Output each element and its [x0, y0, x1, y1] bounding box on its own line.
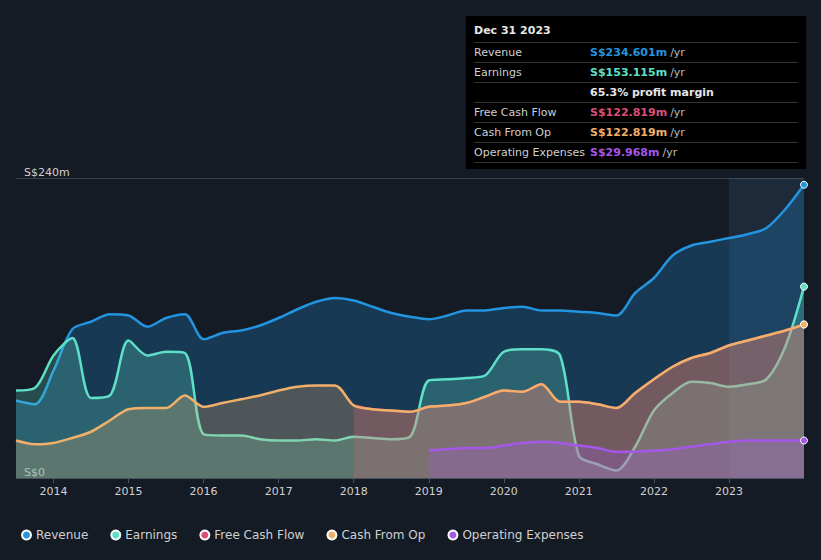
html-text:Operating Expenses: Operating Expenses	[474, 146, 585, 159]
svg-text:2014: 2014	[40, 485, 68, 498]
svg-text:Earnings: Earnings	[125, 528, 177, 542]
html-text:Cash From Op: Cash From Op	[474, 126, 551, 139]
svg-text:2020: 2020	[490, 485, 518, 498]
svg-text:Free Cash Flow: Free Cash Flow	[214, 528, 304, 542]
svg-text:Cash From Op: Cash From Op	[341, 528, 425, 542]
html-text:S$153.115m /yr: S$153.115m /yr	[590, 66, 685, 79]
html-text:S$122.819m /yr: S$122.819m /yr	[590, 106, 685, 119]
svg-text:2017: 2017	[265, 485, 293, 498]
svg-text:2018: 2018	[340, 485, 368, 498]
html-text:65.3% profit margin: 65.3% profit margin	[590, 86, 714, 99]
html-text:Free Cash Flow: Free Cash Flow	[474, 106, 557, 119]
svg-text:2023: 2023	[715, 485, 743, 498]
svg-text:2019: 2019	[415, 485, 443, 498]
svg-text:Revenue: Revenue	[36, 528, 88, 542]
svg-text:2015: 2015	[115, 485, 143, 498]
svg-text:2016: 2016	[190, 485, 218, 498]
html-text:Earnings: Earnings	[474, 66, 522, 79]
html-text:S$29.968m /yr: S$29.968m /yr	[590, 146, 678, 159]
svg-text:Operating Expenses: Operating Expenses	[462, 528, 583, 542]
svg-text:2022: 2022	[640, 485, 668, 498]
svg-text:S$240m: S$240m	[24, 166, 70, 179]
html-text:S$234.601m /yr: S$234.601m /yr	[590, 46, 685, 59]
html-text:S$122.819m /yr: S$122.819m /yr	[590, 126, 685, 139]
html-text:Dec 31 2023: Dec 31 2023	[474, 24, 551, 37]
svg-text:2021: 2021	[565, 485, 593, 498]
html-text:Revenue: Revenue	[474, 46, 522, 59]
